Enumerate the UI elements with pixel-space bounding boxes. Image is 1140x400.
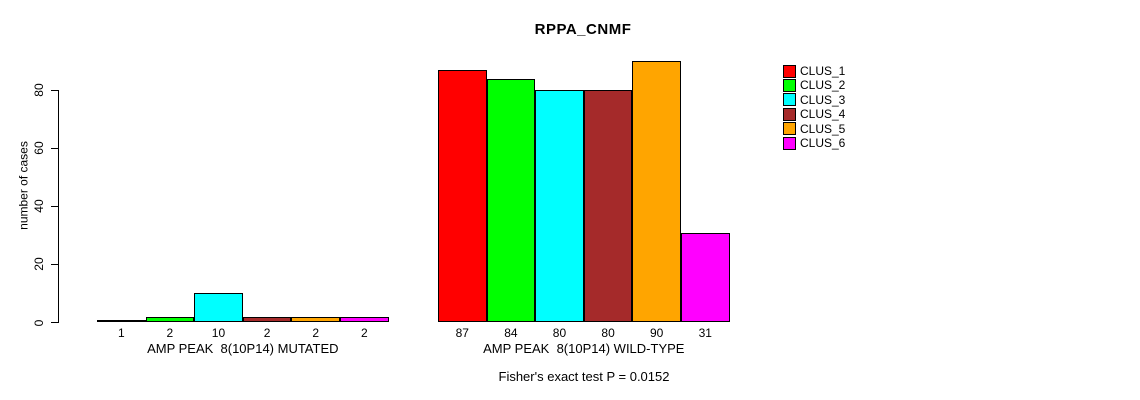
y-tick [51,205,58,207]
bar-clus_4 [242,316,292,323]
bar-value-label: 10 [211,326,226,340]
bar-clus_4 [583,90,633,323]
y-tick [51,322,58,323]
legend-label: CLUS_1 [800,64,846,78]
y-axis-label: number of cases [16,141,31,230]
bar-value-label: 80 [601,326,615,340]
bar-clus_3 [535,90,584,323]
y-tick-label: 80 [32,83,46,97]
bar-value-label: 90 [650,326,664,340]
legend-swatch-clus_2 [783,78,796,92]
bar-value-label: 80 [552,326,567,340]
bar-clus_5 [632,61,681,323]
bar-value-label: 2 [166,326,174,340]
y-tick [51,147,58,149]
bar-clus_6 [340,316,389,323]
legend-swatch-clus_5 [783,122,796,136]
y-tick [51,89,58,91]
bar-clus_3 [194,293,243,323]
legend-label: CLUS_3 [800,92,846,107]
legend-swatch-clus_3 [783,93,796,107]
legend-label: CLUS_4 [800,107,846,122]
y-tick-label: 60 [32,141,46,155]
legend-swatch-clus_4 [783,107,796,121]
bar-value-label: 87 [455,326,469,340]
bar-clus_5 [291,316,340,323]
y-tick-label: 0 [32,319,46,326]
bar-value-label: 2 [360,326,368,340]
group-label: AMP PEAK 8(10P14) WILD-TYPE [483,341,685,356]
bar-clus_1 [97,319,146,323]
bar-value-label: 1 [117,326,125,340]
legend-label: CLUS_2 [800,78,846,93]
bar-clus_2 [145,316,195,323]
bar-clus_2 [486,78,536,323]
y-tick-label: 20 [32,257,46,272]
bar-clus_1 [438,69,487,323]
fisher-test-annotation: Fisher's exact test P = 0.0152 [498,369,670,384]
legend-label: CLUS_5 [800,121,846,136]
legend-label: CLUS_6 [800,136,846,150]
y-tick-label: 40 [32,199,46,214]
group-label: AMP PEAK 8(10P14) MUTATED [147,341,339,356]
bar-value-label: 84 [504,326,518,340]
bar-value-label: 2 [263,326,271,340]
bar-value-label: 2 [312,326,320,340]
bar-clus_6 [681,232,730,323]
bar-value-label: 31 [698,326,712,340]
legend-swatch-clus_6 [783,136,796,150]
y-tick [51,263,58,265]
y-axis-line [58,90,59,323]
chart-title: RPPA_CNMF [534,21,632,38]
legend-swatch-clus_1 [783,64,796,78]
